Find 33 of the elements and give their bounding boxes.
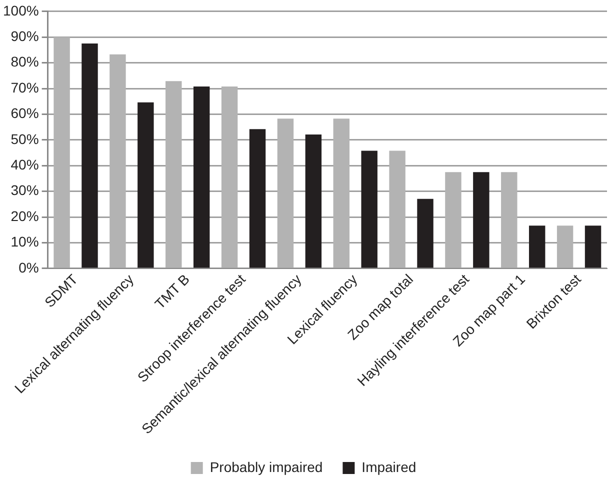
- bar: [361, 150, 378, 268]
- y-tick-label: 30%: [10, 182, 39, 198]
- bar: [501, 172, 518, 268]
- bar: [389, 150, 406, 268]
- bar: [249, 129, 266, 268]
- y-tick-label: 80%: [10, 54, 39, 70]
- bar: [193, 86, 210, 268]
- bar: [166, 81, 182, 268]
- bar: [445, 172, 462, 268]
- bar: [333, 118, 350, 268]
- bar: [528, 226, 546, 268]
- bar: [82, 44, 98, 268]
- bar: [556, 226, 574, 268]
- bar: [584, 226, 602, 268]
- y-tick-label: 60%: [10, 105, 39, 122]
- bar: [110, 54, 126, 268]
- bar: [417, 198, 434, 268]
- y-tick-label: 90%: [10, 28, 39, 44]
- y-tick-label: 40%: [10, 156, 39, 173]
- legend-label: Probably impaired: [210, 458, 323, 475]
- bar: [138, 102, 154, 268]
- legend-label: Impaired: [362, 458, 416, 475]
- bar: [54, 37, 70, 268]
- bar: [305, 134, 322, 268]
- y-tick-label: 0%: [18, 259, 39, 276]
- y-tick-label: 70%: [10, 79, 39, 96]
- y-tick-label: 50%: [10, 130, 39, 147]
- y-tick-label: 10%: [10, 234, 39, 250]
- bar: [473, 172, 490, 268]
- bar: [221, 86, 238, 268]
- y-tick-label: 20%: [10, 208, 39, 224]
- y-tick-label: 100%: [2, 2, 39, 18]
- bar: [277, 118, 294, 268]
